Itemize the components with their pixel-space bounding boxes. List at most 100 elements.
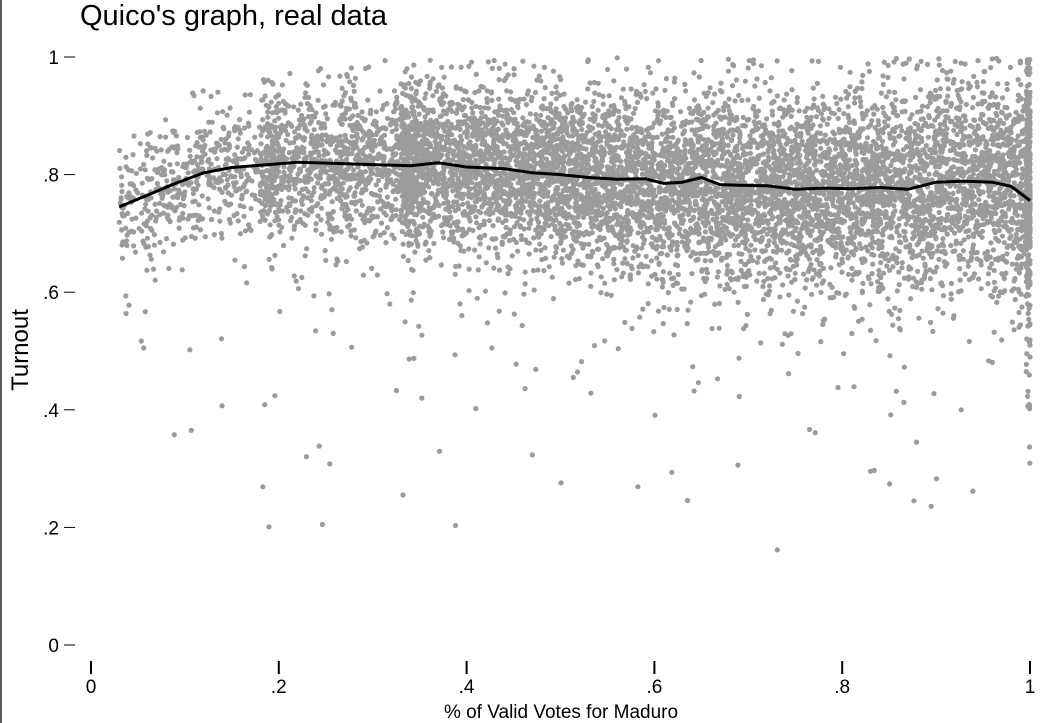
scatter-point [218, 230, 224, 237]
scatter-point [339, 85, 345, 91]
scatter-point [882, 119, 888, 125]
scatter-point [650, 90, 656, 96]
scatter-point [866, 68, 873, 74]
scatter-point [326, 181, 332, 187]
scatter-point [153, 208, 160, 214]
scatter-point [237, 186, 243, 192]
scatter-point [171, 432, 177, 438]
scatter-point [817, 123, 824, 129]
scatter-point [771, 98, 777, 105]
scatter-point [800, 311, 806, 317]
scatter-point [814, 282, 820, 288]
scatter-point [664, 252, 670, 258]
scatter-point [511, 311, 517, 317]
scatter-point [506, 238, 513, 244]
scatter-point [126, 302, 132, 308]
scatter-point [879, 238, 885, 245]
scatter-point [777, 294, 783, 300]
scatter-point [123, 225, 129, 231]
scatter-point [1004, 81, 1010, 87]
scatter-point [705, 124, 711, 130]
scatter-point [653, 86, 659, 92]
scatter-point [293, 278, 299, 284]
scatter-point [260, 117, 266, 123]
scatter-point [408, 241, 414, 247]
scatter-point [961, 191, 967, 197]
scatter-point [348, 233, 354, 239]
scatter-point [419, 395, 425, 401]
scatter-point [898, 123, 904, 129]
scatter-point [520, 58, 526, 64]
scatter-point [624, 260, 630, 267]
scatter-point [717, 283, 723, 289]
scatter-point [640, 241, 647, 247]
scatter-point [611, 78, 617, 84]
scatter-point [373, 109, 379, 115]
scatter-point [670, 134, 676, 140]
scatter-point [406, 356, 412, 362]
scatter-point [878, 90, 885, 96]
scatter-point [484, 320, 491, 326]
scatter-point [482, 232, 488, 238]
scatter-point [130, 152, 136, 158]
scatter-point [216, 209, 222, 215]
scatter-point [219, 403, 225, 409]
scatter-point [669, 469, 675, 475]
scatter-point [163, 117, 169, 123]
scatter-point [771, 239, 778, 246]
scatter-point [890, 322, 896, 328]
scatter-point [637, 314, 643, 320]
scatter-point [505, 271, 511, 277]
scatter-point [616, 245, 623, 251]
scatter-point [635, 484, 641, 490]
scatter-point [117, 165, 123, 171]
scatter-point [285, 131, 291, 138]
scatter-point [851, 384, 857, 390]
scatter-point [774, 93, 781, 99]
scatter-point [948, 242, 954, 249]
scatter-point [489, 97, 495, 103]
scatter-point [280, 208, 286, 214]
scatter-point [595, 122, 602, 128]
scatter-point [667, 270, 673, 276]
scatter-point [560, 247, 567, 253]
scatter-point [304, 195, 311, 201]
scatter-point [827, 211, 833, 217]
scatter-point [566, 280, 572, 286]
scatter-point [928, 503, 934, 509]
scatter-point [784, 91, 790, 97]
scatter-point [655, 308, 662, 314]
scatter-point [870, 219, 877, 225]
scatter-point [504, 88, 510, 94]
scatter-point [869, 271, 875, 277]
scatter-point [764, 116, 770, 122]
scatter-point [756, 270, 762, 276]
scatter-point [709, 325, 715, 332]
scatter-point [735, 299, 741, 305]
scatter-point [893, 55, 900, 62]
scatter-point [917, 236, 923, 242]
scatter-point [1019, 304, 1025, 310]
scatter-point [457, 301, 463, 307]
scatter-point [714, 274, 721, 280]
scatter-point [824, 121, 830, 127]
scatter-point [994, 112, 1000, 119]
scatter-point [932, 87, 939, 94]
scatter-point [908, 296, 914, 302]
scatter-point [208, 216, 215, 223]
scatter-point [477, 241, 483, 247]
scatter-point [835, 384, 841, 391]
scatter-point [208, 93, 214, 99]
scatter-point [131, 243, 137, 249]
scatter-point [688, 299, 694, 305]
scatter-point [666, 306, 672, 312]
scatter-point [408, 74, 415, 80]
scatter-point [760, 283, 766, 290]
scatter-point [612, 206, 618, 212]
scatter-point [773, 222, 779, 228]
scatter-point [559, 260, 566, 266]
scatter-point [157, 134, 163, 140]
scatter-point [894, 224, 900, 230]
scatter-point [313, 227, 319, 233]
scatter-point [427, 233, 433, 239]
